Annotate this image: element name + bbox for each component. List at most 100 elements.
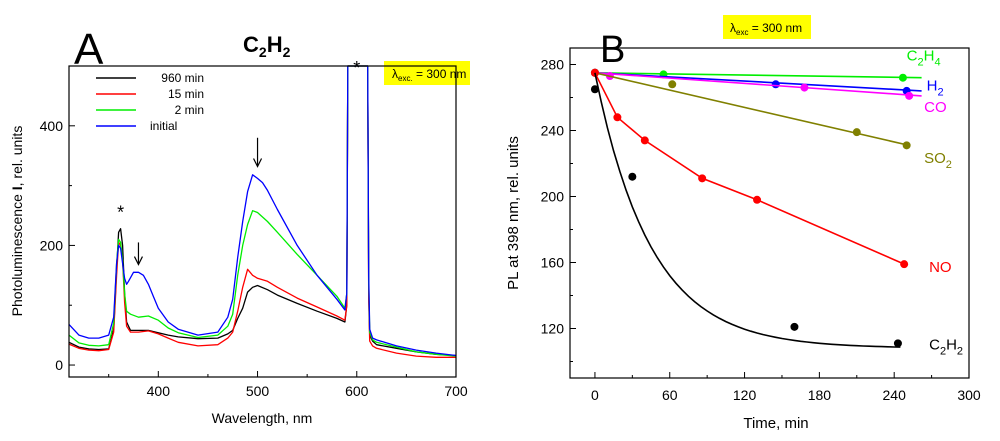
panel-a-ytick-label: 0 bbox=[55, 357, 63, 373]
panel-a-asterisk: * bbox=[353, 58, 360, 78]
panel-a-ylabel: Photoluminescence I, rel. units bbox=[9, 126, 25, 317]
panel-b-fit-line-4 bbox=[594, 72, 905, 265]
legend-label-2: 2 min bbox=[175, 103, 204, 117]
panel-a-asterisk: * bbox=[117, 202, 124, 222]
panel-a-xtick-label: 600 bbox=[345, 383, 369, 399]
panel-a-letter: A bbox=[74, 25, 104, 74]
panel-b-label-part: CO bbox=[924, 99, 947, 116]
panel-a-arrow-head bbox=[253, 158, 263, 168]
panel-b-point bbox=[668, 80, 677, 89]
panel-b-ytick-label: 120 bbox=[541, 321, 565, 337]
panel-a-xlabel: Wavelength, nm bbox=[212, 410, 313, 426]
panel-b-series-label-0: C2H4 bbox=[907, 48, 941, 69]
panel-b-point bbox=[790, 322, 799, 331]
panel-a-legend: 960 min 15 min 2 min initial bbox=[96, 71, 204, 133]
panel-b-xtick-label: 120 bbox=[733, 387, 757, 403]
panel-b-label-part: H bbox=[924, 48, 935, 65]
panel-b-xtick-label: 180 bbox=[808, 387, 832, 403]
panel-a-badge-sub: exc. bbox=[398, 74, 413, 83]
panel-b-label-part: 2 bbox=[918, 57, 924, 69]
panel-a-badge: λexc. = 300 nm bbox=[384, 61, 470, 85]
panel-b-ytick-label: 240 bbox=[541, 123, 565, 139]
panel-a-title: C2H2 bbox=[243, 32, 291, 60]
panel-b-series bbox=[590, 68, 922, 348]
panel-b-point bbox=[900, 260, 909, 269]
panel-a-ticks: 400 500 600 700 0 200 400 bbox=[40, 118, 468, 399]
panel-a-xtick-label: 400 bbox=[147, 383, 171, 399]
panel-a-xtick-label: 700 bbox=[444, 383, 468, 399]
panel-b-xtick-label: 300 bbox=[957, 387, 981, 403]
panel-b-badge-bg bbox=[723, 15, 811, 39]
panel-a-badge-text: λexc. = 300 nm bbox=[392, 67, 466, 83]
panel-b-badge-sub: exc bbox=[736, 28, 748, 37]
panel-a-xtick-label: 500 bbox=[246, 383, 270, 399]
panel-a-title-h: H bbox=[267, 32, 283, 57]
panel-a-arrow-head bbox=[133, 256, 143, 266]
legend-label-960: 960 min bbox=[161, 71, 204, 85]
panel-b-xlabel: Time, min bbox=[743, 415, 808, 432]
panel-b-fit-line-0 bbox=[594, 72, 922, 79]
panel-b-label-part: C bbox=[907, 48, 918, 65]
panel-b-point bbox=[590, 85, 599, 94]
panel-b-point bbox=[905, 91, 914, 100]
panel-b-point bbox=[613, 113, 622, 122]
panel-b-ytick-label: 160 bbox=[541, 255, 565, 271]
panel-b-fit-line-1 bbox=[594, 72, 922, 92]
panel-b-label-part: 2 bbox=[937, 86, 943, 98]
panel-a-ytick-label: 200 bbox=[40, 237, 64, 253]
panel-a-ytick-label: 400 bbox=[40, 118, 64, 134]
panel-b-fit-line-5 bbox=[594, 72, 901, 348]
panel-b-fit-line-2 bbox=[594, 72, 922, 97]
panel-b-series-label-5: C2H2 bbox=[929, 336, 963, 357]
panel-b: B λexc = 300 nm 0 60 120 180 240 300 120 160 200… bbox=[505, 15, 981, 432]
panel-b-point bbox=[902, 141, 911, 150]
panel-b-series-label-2: CO bbox=[924, 99, 947, 116]
panel-b-frame bbox=[569, 47, 970, 379]
panel-b-label-part: C bbox=[929, 336, 940, 353]
panel-a-title-sub2: 2 bbox=[283, 44, 291, 60]
panel-b-badge-text: λexc = 300 nm bbox=[730, 21, 802, 37]
panel-b-point bbox=[852, 128, 861, 137]
panel-a-ylabel-bold: I bbox=[9, 186, 25, 190]
panel-b-badge-rest: = 300 nm bbox=[748, 21, 802, 35]
panel-b-point bbox=[771, 80, 780, 89]
panel-a: A C2H2 λexc. = 300 nm 960 min 15 min 2 m… bbox=[9, 25, 470, 426]
panel-b-point bbox=[640, 136, 649, 145]
panel-b-point bbox=[898, 73, 907, 82]
panel-a-annotations: ** bbox=[117, 58, 360, 266]
panel-b-xtick-label: 0 bbox=[591, 387, 599, 403]
panel-b-point bbox=[628, 172, 637, 181]
panel-b-point bbox=[590, 68, 599, 77]
panel-b-xtick-label: 240 bbox=[883, 387, 907, 403]
panel-a-title-sub1: 2 bbox=[259, 44, 267, 60]
panel-b-label-part: 2 bbox=[946, 159, 952, 171]
panel-b-ylabel: PL at 398 nm, rel. units bbox=[505, 136, 522, 290]
panel-b-ytick-label: 200 bbox=[541, 189, 565, 205]
panel-b-badge: λexc = 300 nm bbox=[723, 15, 811, 39]
panel-a-ylabel-pre: Photoluminescence bbox=[9, 190, 25, 316]
panel-b-point bbox=[753, 195, 762, 204]
panel-b-label-part: 2 bbox=[940, 345, 946, 357]
legend-label-initial: initial bbox=[150, 119, 177, 133]
panel-b-label-part: SO bbox=[924, 150, 946, 167]
panel-b-label-part: NO bbox=[929, 259, 952, 276]
panel-b-label-part: H bbox=[927, 77, 938, 94]
panel-b-point bbox=[698, 174, 707, 183]
panel-b-badge-lambda: λ bbox=[730, 21, 736, 35]
panel-b-ytick-label: 280 bbox=[541, 57, 565, 73]
panel-b-point bbox=[893, 339, 902, 348]
panel-b-series-label-3: SO2 bbox=[924, 150, 952, 171]
panel-a-frame bbox=[68, 65, 457, 378]
panel-b-series-label-1: H2 bbox=[927, 77, 944, 98]
panel-a-badge-lambda: λ bbox=[392, 67, 398, 81]
panel-b-label-part: H bbox=[946, 336, 957, 353]
panel-a-title-c: C bbox=[243, 32, 259, 57]
panel-b-label-part: 4 bbox=[934, 57, 940, 69]
panel-a-badge-rest: = 300 nm bbox=[413, 67, 467, 81]
panel-b-series-label-4: NO bbox=[929, 259, 952, 276]
panel-a-ylabel-post: , rel. units bbox=[9, 126, 25, 187]
panel-b-ticks: 0 60 120 180 240 300 120 160 200 240 280 bbox=[541, 57, 981, 404]
legend-label-15: 15 min bbox=[168, 87, 204, 101]
